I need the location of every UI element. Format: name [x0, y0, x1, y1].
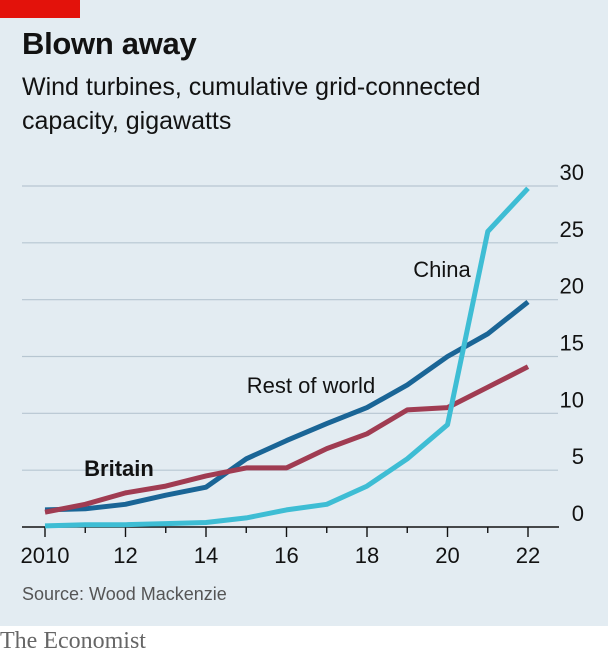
- chart-title: Blown away: [22, 26, 197, 61]
- brand-red-tag: [0, 0, 80, 18]
- x-axis: 2010 12 14 16 18 20 22: [21, 526, 559, 568]
- chart-subtitle: Wind turbines, cumulative grid-connected…: [22, 73, 481, 135]
- gridlines: [22, 185, 558, 471]
- y-axis-tick-labels: 0 5 10 15 20 25 30: [560, 160, 584, 526]
- x-tick-label: 20: [435, 543, 459, 568]
- x-tick-label: 22: [516, 543, 540, 568]
- y-tick-label: 10: [560, 387, 584, 412]
- series-label-britain: Britain: [84, 456, 154, 481]
- series-label-rest-of-world: Rest of world: [247, 373, 375, 398]
- x-tick-label: 14: [194, 543, 218, 568]
- brand-footer: The Economist: [0, 628, 146, 654]
- y-tick-label: 5: [572, 444, 584, 469]
- series-line-china: [44, 186, 530, 529]
- x-tick-label: 2010: [21, 543, 70, 568]
- source-note: Source: Wood Mackenzie: [22, 584, 227, 604]
- y-tick-label: 25: [560, 217, 584, 242]
- series-label-china: China: [413, 257, 471, 282]
- x-tick-label: 18: [355, 543, 379, 568]
- x-tick-label: 12: [113, 543, 137, 568]
- series-line-britain: [44, 364, 530, 515]
- series-labels: China Rest of world Britain: [84, 257, 471, 481]
- series-line-rest-of-world: [44, 299, 530, 513]
- line-chart: 0 5 10 15 20 25 30 2010 12 14 16 18 20 22 China Rest …: [21, 160, 584, 568]
- y-tick-label: 15: [560, 331, 584, 356]
- y-tick-label: 20: [560, 274, 584, 299]
- y-tick-label: 30: [560, 160, 584, 185]
- x-tick-label: 16: [274, 543, 298, 568]
- y-tick-label: 0: [572, 501, 584, 526]
- chart-card: Blown away Wind turbines, cumulative gri…: [0, 0, 608, 626]
- series-lines: [44, 186, 530, 529]
